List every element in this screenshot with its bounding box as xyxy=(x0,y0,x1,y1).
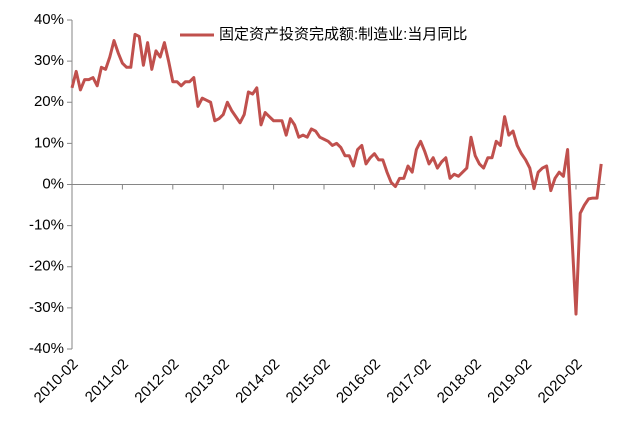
x-tick-label: 2010-02 xyxy=(31,356,82,407)
y-tick-label: -20% xyxy=(29,258,64,275)
x-tick-label: 2019-02 xyxy=(484,356,535,407)
y-tick-label: 20% xyxy=(34,93,64,110)
x-tick-label: 2012-02 xyxy=(131,356,182,407)
x-tick-label: 2020-02 xyxy=(535,356,586,407)
x-tick-label: 2016-02 xyxy=(333,356,384,407)
y-tick-label: -40% xyxy=(29,340,64,357)
y-tick-label: 10% xyxy=(34,134,64,151)
legend-label: 固定资产投资完成额:制造业:当月同比 xyxy=(219,26,467,43)
series-line xyxy=(70,32,603,316)
y-tick-label: 0% xyxy=(42,175,64,192)
x-tick-label: 2015-02 xyxy=(283,356,334,407)
x-tick-label: 2017-02 xyxy=(383,356,434,407)
y-tick-label: -10% xyxy=(29,217,64,234)
x-tick-label: 2011-02 xyxy=(82,356,132,406)
y-tick-label: 40% xyxy=(34,11,64,28)
x-tick-label: 2018-02 xyxy=(434,356,485,407)
x-tick-label: 2014-02 xyxy=(232,356,283,407)
y-tick-label: -30% xyxy=(29,299,64,316)
x-tick-label: 2013-02 xyxy=(182,356,233,407)
y-tick-label: 30% xyxy=(34,52,64,69)
